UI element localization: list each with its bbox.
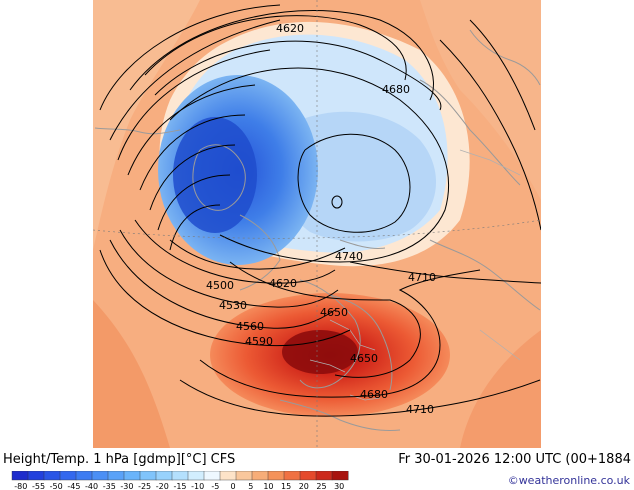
contour-label: 4620: [276, 22, 304, 35]
contour-4590: [99, 249, 351, 347]
legend-swatch: [123, 471, 141, 481]
legend-swatch: [43, 471, 61, 481]
legend-swatch: [331, 471, 349, 481]
legend-swatch: [251, 471, 269, 481]
warm-anomaly-center: [282, 330, 358, 374]
legend-swatch: [299, 471, 317, 481]
right-margin: [541, 0, 634, 448]
legend-tick-label: -30: [120, 482, 133, 490]
contour-label: 4590: [245, 335, 273, 348]
warm-band-west: [93, 0, 200, 250]
legend-swatch: [171, 471, 189, 481]
contour-4710-east: [349, 261, 541, 284]
contour-label: 4650: [350, 352, 378, 365]
contour-labels: 4620 4680 4740 4710 4500 4620 4650 4530 …: [206, 22, 436, 416]
warm-band-southeast: [460, 330, 541, 448]
color-legend: -80 -55 -50 -45 -40 -35 -30 -25 -20 -15 -10 -5 0 5 10 1…: [11, 471, 349, 490]
legend-tick-label: -50: [50, 482, 63, 490]
contour-label: 4740: [335, 250, 363, 263]
contour-4650: [229, 261, 421, 378]
legend-swatch: [91, 471, 109, 481]
legend-tick-label: 15: [281, 482, 291, 490]
cold-vortex-center: [173, 117, 257, 233]
legend-swatch: [267, 471, 285, 481]
contour-4710-south: [179, 379, 541, 417]
legend-swatch: [235, 471, 253, 481]
map-datetime: Fr 30-01-2026 12:00 UTC (00+1884: [398, 452, 631, 467]
contour-label: 4680: [360, 388, 388, 401]
legend-tick-label: -20: [156, 482, 169, 490]
contour-label: 4710: [406, 403, 434, 416]
contour-label: 4620: [269, 277, 297, 290]
contour-4680: [154, 40, 442, 111]
legend-swatch: [315, 471, 333, 481]
map-canvas: 4620 4680 4740 4710 4500 4620 4650 4530 …: [0, 0, 634, 448]
legend-tick-label: -35: [103, 482, 116, 490]
legend-swatch: [139, 471, 157, 481]
legend-swatch: [27, 471, 45, 481]
legend-tick-label: 30: [334, 482, 344, 490]
contour-label: 4710: [408, 271, 436, 284]
color-legend-swatches: [11, 471, 349, 481]
legend-tick-label: -55: [32, 482, 45, 490]
contour-4500: [134, 219, 336, 284]
credit-link[interactable]: ©weatheronline.co.uk: [507, 474, 630, 487]
legend-swatch: [59, 471, 77, 481]
weather-map: 4620 4680 4740 4710 4500 4620 4650 4530 …: [0, 0, 634, 448]
legend-tick-label: 10: [263, 482, 273, 490]
left-margin: [0, 0, 93, 448]
legend-swatch: [11, 471, 29, 481]
legend-tick-label: -45: [67, 482, 80, 490]
legend-swatch: [187, 471, 205, 481]
contour-label: 4530: [219, 299, 247, 312]
contour-4620-north: [144, 15, 407, 81]
legend-tick-label: 0: [231, 482, 236, 490]
color-legend-ticks: -80 -55 -50 -45 -40 -35 -30 -25 -20 -15 -10 -5 0 5 10 1…: [14, 482, 344, 490]
legend-tick-label: -40: [85, 482, 98, 490]
contour-closed-small: [331, 195, 343, 209]
legend-tick-label: -5: [211, 482, 219, 490]
legend-swatch: [203, 471, 221, 481]
contour-4740: [169, 67, 450, 263]
contour-label: 4500: [206, 279, 234, 292]
legend-tick-label: -25: [138, 482, 151, 490]
contour-inner: [297, 133, 411, 233]
map-title: Height/Temp. 1 hPa [gdmp][°C] CFS: [3, 452, 236, 467]
contour-4680-south: [199, 269, 481, 398]
contour-4620-south: [169, 239, 346, 270]
warm-band-southwest: [93, 300, 170, 448]
contour-label: 4680: [382, 83, 410, 96]
legend-tick-label: -10: [191, 482, 204, 490]
legend-tick-label: -15: [173, 482, 186, 490]
legend-swatch: [283, 471, 301, 481]
coastlines: [94, 29, 541, 431]
contour-label: 4650: [320, 306, 348, 319]
legend-tick-label: -80: [14, 482, 27, 490]
borders: [309, 149, 521, 401]
legend-tick-label: 5: [248, 482, 253, 490]
contour-4560: [109, 239, 336, 329]
map-field: [93, 0, 541, 448]
contour-4530: [119, 229, 339, 308]
legend-swatch: [75, 471, 93, 481]
legend-tick-label: 20: [299, 482, 309, 490]
height-contours: [99, 4, 541, 417]
legend-swatch: [155, 471, 173, 481]
contour-label: 4560: [236, 320, 264, 333]
legend-swatch: [219, 471, 237, 481]
legend-tick-label: 25: [316, 482, 326, 490]
cool-lobe-east: [283, 111, 437, 242]
legend-swatch: [107, 471, 125, 481]
